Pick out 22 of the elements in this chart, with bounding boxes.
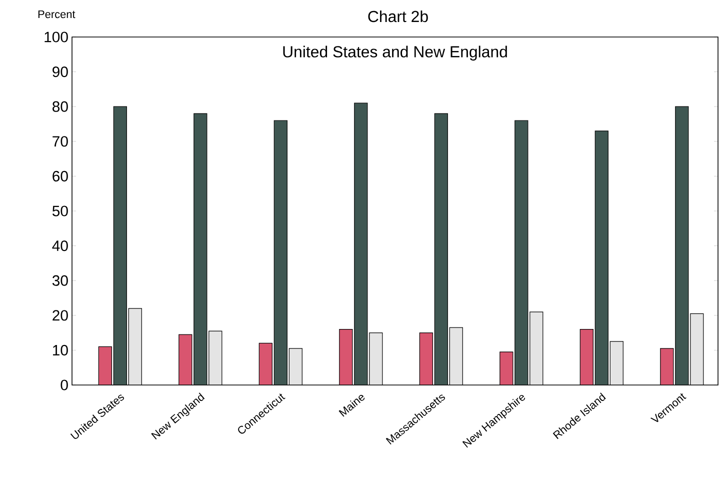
y-tick-label: 10 <box>53 344 68 356</box>
bar <box>675 106 689 385</box>
y-tick-label: 20 <box>52 310 68 321</box>
y-tick-label: 40 <box>52 240 68 252</box>
y-tick-label: 30 <box>52 275 68 286</box>
y-tick-label: 70 <box>52 136 68 147</box>
y-tick-label: 80 <box>52 101 68 112</box>
text: United States and New England <box>283 46 507 61</box>
y-axis-title: Percent <box>38 10 76 18</box>
y-tick-label: 100 <box>44 32 68 42</box>
bar <box>594 130 608 385</box>
bar <box>194 113 208 385</box>
bar <box>514 120 528 385</box>
bar <box>434 113 448 385</box>
bar <box>354 102 368 385</box>
bar <box>274 120 288 385</box>
bar <box>113 106 127 385</box>
y-tick-label: 60 <box>52 170 68 182</box>
y-tick-label: 50 <box>52 206 68 216</box>
chart-title: Chart 2b <box>368 10 428 22</box>
y-tick-label: 90 <box>52 66 68 78</box>
y-tick-label: 0 <box>60 380 68 390</box>
